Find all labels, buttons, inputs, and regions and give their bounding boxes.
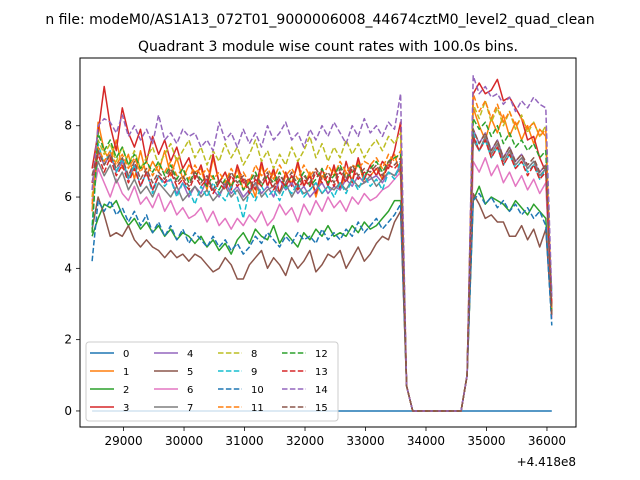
y-tick-label: 4	[64, 261, 72, 275]
series-line-5	[91, 192, 553, 412]
series-line-12	[91, 117, 553, 412]
axes-frame	[79, 57, 577, 428]
x-tick-label: 36000	[528, 434, 566, 448]
x-tick-label: 32000	[286, 434, 324, 448]
legend-label-5: 5	[187, 367, 193, 378]
series-line-1	[91, 107, 553, 412]
series-line-7	[91, 135, 553, 412]
legend-label-4: 4	[187, 349, 193, 360]
y-tick-label: 8	[64, 119, 72, 133]
legend-label-14: 14	[315, 385, 328, 396]
series-line-15	[91, 128, 553, 412]
y-tick-label: 6	[64, 190, 72, 204]
legend-label-3: 3	[123, 403, 129, 414]
x-tick-label: 34000	[407, 434, 445, 448]
legend-label-9: 9	[251, 367, 257, 378]
series-line-11	[91, 92, 553, 412]
legend-label-11: 11	[251, 403, 264, 414]
chart-title: Quadrant 3 module wise count rates with …	[138, 39, 518, 55]
figure-suptitle: n file: modeM0/AS1A13_072T01_9000006008_…	[45, 12, 594, 28]
y-axis: 0 2 4 6 8	[64, 119, 80, 418]
plot-lines	[91, 75, 553, 412]
legend-label-15: 15	[315, 403, 328, 414]
legend-label-8: 8	[251, 349, 257, 360]
x-tick-label: 33000	[346, 434, 384, 448]
legend-label-12: 12	[315, 349, 328, 360]
legend-frame	[85, 341, 339, 422]
y-tick-label: 0	[64, 404, 72, 418]
y-tick-label: 2	[64, 333, 72, 347]
series-line-9	[91, 132, 553, 412]
legend-label-1: 1	[123, 367, 129, 378]
series-line-14	[91, 75, 553, 412]
x-tick-label: 31000	[225, 434, 263, 448]
series-line-13	[91, 135, 553, 412]
legend-label-10: 10	[251, 385, 264, 396]
legend-label-13: 13	[315, 367, 328, 378]
x-tick-label: 30000	[165, 434, 203, 448]
series-line-6	[91, 157, 553, 412]
legend-label-0: 0	[123, 349, 129, 360]
series-line-8	[91, 100, 553, 412]
legend-label-6: 6	[187, 385, 193, 396]
x-offset-label: +4.418e8	[517, 455, 576, 469]
legend-label-2: 2	[123, 385, 129, 396]
legend-label-7: 7	[187, 403, 193, 414]
series-line-10	[91, 192, 553, 412]
x-tick-label: 35000	[467, 434, 505, 448]
x-tick-label: 29000	[104, 434, 142, 448]
x-axis: 29000 30000 31000 32000 33000 34000 35000 36000	[104, 427, 566, 448]
